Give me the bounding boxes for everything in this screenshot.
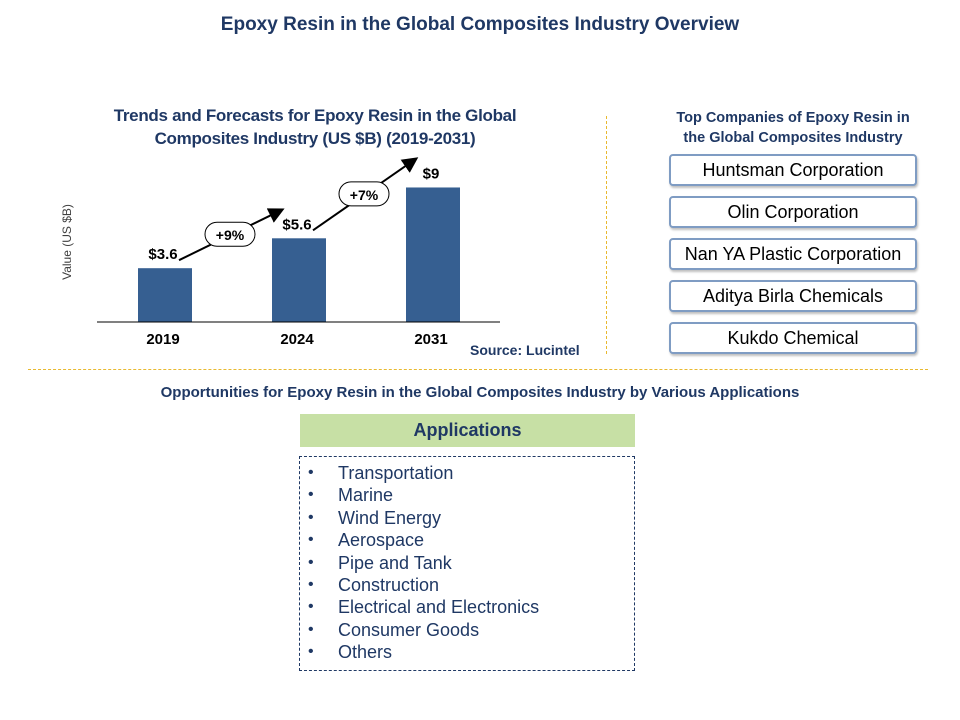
companies-title: Top Companies of Epoxy Resin in the Glob… xyxy=(652,108,934,148)
bar xyxy=(272,238,326,322)
source-note: Source: Lucintel xyxy=(470,342,580,358)
company-box: Olin Corporation xyxy=(669,196,917,228)
bar-value-label: $3.6 xyxy=(148,246,177,263)
company-box: Nan YA Plastic Corporation xyxy=(669,238,917,270)
application-item: Aerospace xyxy=(300,529,634,551)
growth-callout xyxy=(204,221,256,247)
bar-value-label: $5.6 xyxy=(282,216,311,233)
page-title: Epoxy Resin in the Global Composites Ind… xyxy=(220,14,740,35)
applications-box: Transportation Marine Wind Energy Aerosp… xyxy=(299,456,635,671)
y-axis-label: Value (US $B) xyxy=(60,204,74,280)
bar xyxy=(138,268,192,322)
application-item: Transportation xyxy=(300,462,634,484)
chart-title-line-1: Trends and Forecasts for Epoxy Resin in … xyxy=(113,106,517,125)
applications-header: Applications xyxy=(300,414,635,447)
horizontal-divider xyxy=(28,369,928,370)
x-tick-label: 2024 xyxy=(280,331,314,348)
bar xyxy=(406,187,460,322)
companies-title-line-1: Top Companies of Epoxy Resin in xyxy=(676,110,910,126)
growth-label: +9% xyxy=(216,227,245,243)
company-list: Huntsman Corporation Olin Corporation Na… xyxy=(669,154,917,364)
opportunities-title: Opportunities for Epoxy Resin in the Glo… xyxy=(160,384,800,401)
companies-title-line-2: the Global Composites Industry xyxy=(683,130,903,146)
company-box: Huntsman Corporation xyxy=(669,154,917,186)
application-item: Wind Energy xyxy=(300,507,634,529)
application-item: Consumer Goods xyxy=(300,619,634,641)
application-item: Pipe and Tank xyxy=(300,552,634,574)
application-item: Others xyxy=(300,641,634,663)
growth-label: +7% xyxy=(350,187,379,203)
application-item: Electrical and Electronics xyxy=(300,596,634,618)
vertical-divider xyxy=(606,116,607,354)
application-item: Marine xyxy=(300,484,634,506)
application-item: Construction xyxy=(300,574,634,596)
company-box: Kukdo Chemical xyxy=(669,322,917,354)
growth-callout xyxy=(338,181,390,207)
chart-title: Trends and Forecasts for Epoxy Resin in … xyxy=(70,104,560,150)
bar-chart: +9% +7% $3.6 2019 $5.6 2024 $9 2031 Value (US … xyxy=(60,157,500,348)
company-box: Aditya Birla Chemicals xyxy=(669,280,917,312)
chart-title-line-2: Composites Industry (US $B) (2019-2031) xyxy=(154,129,476,148)
x-tick-label: 2031 xyxy=(414,331,447,348)
x-tick-label: 2019 xyxy=(146,331,179,348)
bar-value-label: $9 xyxy=(423,165,440,182)
applications-list: Transportation Marine Wind Energy Aerosp… xyxy=(300,457,634,664)
